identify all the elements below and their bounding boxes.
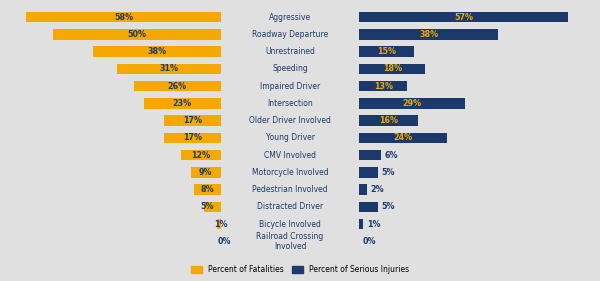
Text: 29%: 29%: [403, 99, 422, 108]
Text: 24%: 24%: [394, 133, 413, 142]
Text: 2%: 2%: [370, 185, 384, 194]
Bar: [144, 98, 221, 108]
Bar: [26, 12, 221, 22]
Text: 1%: 1%: [367, 220, 380, 229]
Text: 9%: 9%: [199, 168, 212, 177]
Bar: [359, 133, 447, 143]
Text: 38%: 38%: [148, 47, 167, 56]
Text: 0%: 0%: [217, 237, 231, 246]
Text: 57%: 57%: [454, 13, 473, 22]
Text: Distracted Driver: Distracted Driver: [257, 202, 323, 211]
Bar: [181, 150, 221, 160]
Text: Impaired Driver: Impaired Driver: [260, 81, 320, 90]
Text: 12%: 12%: [191, 151, 210, 160]
Bar: [164, 115, 221, 126]
Text: 6%: 6%: [385, 151, 398, 160]
Text: Young Driver: Young Driver: [266, 133, 314, 142]
Bar: [359, 115, 418, 126]
Text: Motorcycle Involved: Motorcycle Involved: [252, 168, 328, 177]
Text: Pedestrian Involved: Pedestrian Involved: [252, 185, 328, 194]
Text: Unrestrained: Unrestrained: [265, 47, 315, 56]
Text: 5%: 5%: [382, 202, 395, 211]
Bar: [359, 64, 425, 74]
Text: 5%: 5%: [200, 202, 214, 211]
Bar: [194, 185, 221, 195]
Bar: [191, 167, 221, 178]
Text: Bicycle Involved: Bicycle Involved: [259, 220, 321, 229]
Text: 13%: 13%: [374, 81, 392, 90]
Bar: [359, 81, 407, 91]
Bar: [164, 133, 221, 143]
Text: Roadway Departure: Roadway Departure: [252, 30, 328, 39]
Bar: [134, 81, 221, 91]
Bar: [53, 29, 221, 40]
Text: CMV Involved: CMV Involved: [264, 151, 316, 160]
Text: 31%: 31%: [160, 64, 178, 73]
Text: 0%: 0%: [363, 237, 377, 246]
Text: 17%: 17%: [183, 116, 202, 125]
Text: 38%: 38%: [419, 30, 439, 39]
Legend: Percent of Fatalities, Percent of Serious Injuries: Percent of Fatalities, Percent of Seriou…: [188, 262, 412, 277]
Text: 18%: 18%: [383, 64, 402, 73]
Text: Railroad Crossing
Involved: Railroad Crossing Involved: [256, 232, 324, 251]
Bar: [359, 219, 363, 229]
Text: 50%: 50%: [128, 30, 146, 39]
Text: 8%: 8%: [200, 185, 214, 194]
Bar: [217, 219, 221, 229]
Text: 1%: 1%: [214, 220, 227, 229]
Bar: [359, 167, 377, 178]
Bar: [359, 150, 382, 160]
Bar: [359, 46, 414, 57]
Text: Older Driver Involved: Older Driver Involved: [249, 116, 331, 125]
Text: Intersection: Intersection: [267, 99, 313, 108]
Bar: [204, 202, 221, 212]
Text: Speeding: Speeding: [272, 64, 308, 73]
Text: 23%: 23%: [173, 99, 192, 108]
Bar: [359, 98, 466, 108]
Text: Aggressive: Aggressive: [269, 13, 311, 22]
Text: 58%: 58%: [114, 13, 133, 22]
Text: 15%: 15%: [377, 47, 397, 56]
Bar: [359, 202, 377, 212]
Bar: [359, 29, 499, 40]
Bar: [94, 46, 221, 57]
Text: 26%: 26%: [167, 81, 187, 90]
Bar: [359, 185, 367, 195]
Text: 16%: 16%: [379, 116, 398, 125]
Bar: [359, 12, 568, 22]
Bar: [117, 64, 221, 74]
Text: 17%: 17%: [183, 133, 202, 142]
Text: 5%: 5%: [382, 168, 395, 177]
